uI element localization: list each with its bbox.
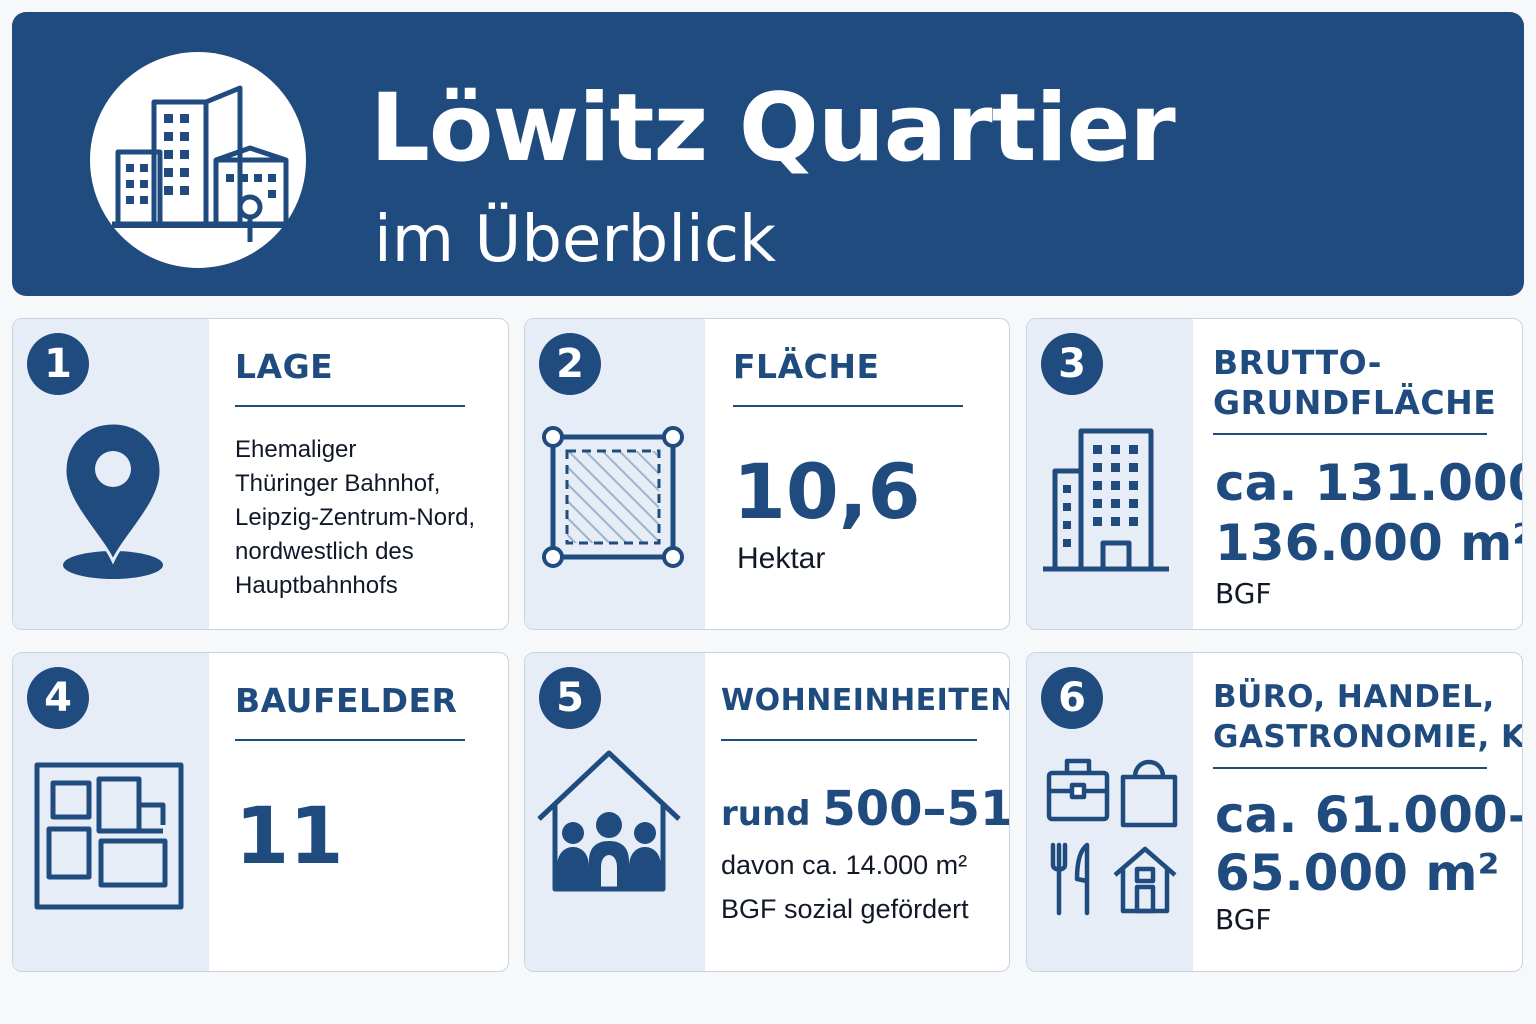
card-number-badge: 3	[1041, 333, 1103, 395]
bgf-value-line-1: ca. 131.000–	[1215, 454, 1522, 512]
card-number-badge: 4	[27, 667, 89, 729]
card-lage: 1 LAGE Ehemaliger Thüringer Bahnhof, Lei…	[12, 318, 509, 630]
card-title: WOHNEINHEITEN	[721, 683, 1010, 718]
bgf-value-line-2: 136.000 m²	[1215, 514, 1523, 572]
gewerbe-value-line-1: ca. 61.000–	[1215, 786, 1523, 844]
location-pin-icon	[63, 421, 163, 579]
city-buildings-icon	[90, 52, 306, 268]
value-range: 500–510	[822, 781, 1009, 837]
page-title: Löwitz Quartier	[370, 74, 1176, 183]
title-divider	[733, 405, 963, 407]
card-baufelder: 4 BAUFELDER 11	[12, 652, 509, 972]
gewerbe-unit: BGF	[1215, 903, 1272, 936]
title-divider	[235, 405, 465, 407]
page-subtitle: im Überblick	[374, 203, 777, 277]
card-bruttogrundflaeche: 3 BRUTTO- GRUNDFLÄCHE ca. 131.000– 136.0…	[1026, 318, 1523, 630]
card-number-badge: 5	[539, 667, 601, 729]
card-title-line-2: GASTRONOMIE, KITA	[1213, 719, 1522, 755]
baufelder-value: 11	[235, 792, 344, 882]
site-plan-icon	[34, 762, 184, 910]
card-title: LAGE	[235, 347, 334, 386]
card-flaeche: 2 FLÄCHE 10,6 Hektar	[524, 318, 1010, 630]
note-line-2: BGF sozial gefördert	[721, 894, 969, 924]
location-line-4: nordwestlich des	[235, 538, 414, 565]
wohneinheiten-value: rund 500–510	[721, 779, 1009, 850]
card-title-line-1: BÜRO, HANDEL,	[1213, 679, 1495, 715]
kita-house-icon	[1113, 846, 1177, 914]
title-divider	[721, 739, 977, 741]
card-wohneinheiten: 5 WOHNEINHEITEN rund 500–510 davon ca. 1…	[524, 652, 1010, 972]
area-square-icon	[542, 426, 684, 568]
location-line-3: Leipzig-Zentrum-Nord,	[235, 504, 476, 531]
bgf-unit: BGF	[1215, 577, 1272, 610]
fork-knife-icon	[1050, 842, 1090, 916]
card-number-badge: 6	[1041, 667, 1103, 729]
card-title: FLÄCHE	[733, 347, 880, 386]
value-prefix: rund	[721, 794, 823, 834]
header-banner: Löwitz Quartier im Überblick	[12, 12, 1524, 296]
note-line-1: davon ca. 14.000 m²	[721, 850, 968, 880]
title-divider	[235, 739, 465, 741]
card-title-line-1: BRUTTO-	[1213, 343, 1382, 382]
location-line-5: Hauptbahnhofs	[235, 572, 398, 599]
title-divider	[1213, 767, 1487, 769]
office-building-icon	[1043, 428, 1169, 572]
title-divider	[1213, 433, 1487, 435]
card-number-badge: 2	[539, 333, 601, 395]
card-title: BAUFELDER	[235, 681, 458, 720]
card-gewerbe: 6 BÜRO, HANDEL, GASTRONOMIE, KITA ca	[1026, 652, 1523, 972]
card-number-badge: 1	[27, 333, 89, 395]
shopping-bag-icon	[1120, 759, 1178, 828]
card-title-line-2: GRUNDFLÄCHE	[1213, 383, 1497, 422]
house-people-icon	[537, 750, 681, 892]
gewerbe-value-line-2: 65.000 m²	[1215, 844, 1500, 902]
briefcase-icon	[1046, 758, 1110, 822]
area-unit: Hektar	[737, 542, 826, 575]
location-line-1: Ehemaliger	[235, 436, 357, 463]
area-value: 10,6	[733, 447, 921, 536]
location-line-2: Thüringer Bahnhof,	[235, 470, 441, 497]
